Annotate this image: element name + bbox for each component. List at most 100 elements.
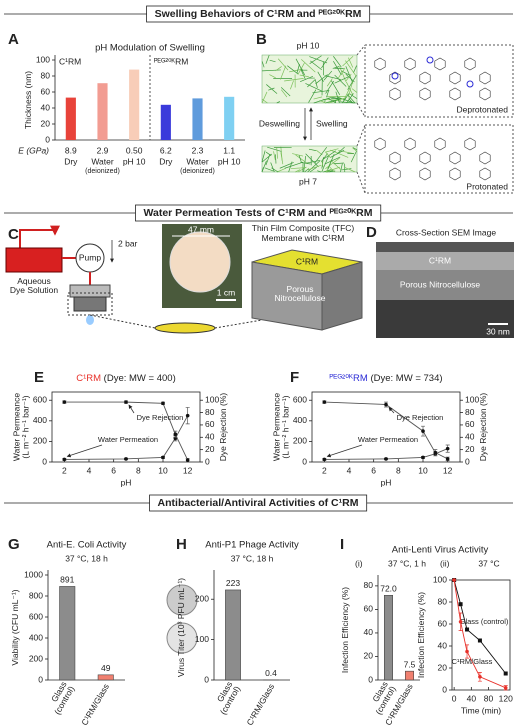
series-label: C¹RM/Glass (452, 657, 493, 666)
ring (464, 137, 476, 151)
connector (214, 319, 263, 329)
support-side (321, 261, 363, 331)
point (384, 402, 388, 407)
panel-letter: G (8, 536, 20, 553)
fiber (277, 58, 289, 71)
y-tick-label: 20 (41, 118, 51, 128)
panel-letter: B (256, 31, 267, 48)
fiber (280, 152, 284, 165)
fiber (270, 162, 275, 173)
fiber (309, 166, 318, 173)
fiber (304, 168, 309, 173)
x-tick-label: 10 (418, 465, 428, 475)
fiber (333, 60, 342, 76)
y2-tick-label: 20 (205, 444, 215, 454)
fiber (273, 151, 276, 160)
molecule (374, 137, 491, 181)
structure-box (364, 44, 514, 118)
ring (449, 151, 461, 165)
bar (97, 83, 108, 140)
fiber (261, 150, 266, 163)
fiber (326, 78, 333, 87)
annotation-arrow (128, 404, 135, 414)
section-box (146, 5, 371, 23)
title-part: (Dye: MW = 400) (101, 373, 176, 384)
y-tick-label: 40 (41, 102, 51, 112)
fiber (332, 66, 340, 69)
modulus-value: 1.1 (223, 145, 235, 155)
title-part: ᴾᴱᴳ²⁰ᴷRM (329, 373, 367, 384)
series-label: Dye Rejection (397, 413, 444, 422)
y-tick-label: 0 (442, 684, 447, 694)
fiber (309, 56, 328, 64)
ring (419, 87, 431, 101)
annotation-arrow (66, 444, 103, 458)
chart-subtitle: 37 °C, 18 h (231, 553, 274, 563)
point (433, 450, 438, 455)
ring (404, 137, 416, 151)
ring (464, 57, 476, 71)
fiber (352, 147, 358, 151)
label-line: Infection Efficiency (%) (340, 587, 350, 673)
layer-label: C¹RM (296, 256, 318, 266)
panel-letter: A (8, 31, 19, 48)
group-label: C¹RM (59, 56, 81, 66)
point (465, 627, 470, 632)
modulus-value: 2.9 (97, 145, 109, 155)
point (124, 457, 128, 461)
fiber (308, 89, 317, 103)
point (185, 413, 190, 418)
membrane-photo (169, 231, 231, 293)
y-tick-label: 400 (293, 415, 307, 425)
label-line: Dye Rejection (%) (478, 393, 488, 462)
chart-subtitle: 37 °C (478, 558, 499, 568)
point (62, 400, 67, 404)
panel-letter: C (8, 226, 19, 243)
y2-tick-label: 60 (205, 419, 215, 429)
fiber (276, 147, 278, 159)
layer-label: Porous Nitrocellulose (400, 279, 481, 289)
bar (129, 69, 140, 140)
x-tick-label: 12 (183, 465, 193, 475)
fiber (279, 162, 294, 169)
section-box (135, 204, 382, 222)
structure-box (364, 124, 514, 194)
label-line: C¹RM/Glass (79, 682, 111, 725)
y-tick-label: 60 (41, 86, 51, 96)
fiber (333, 56, 342, 68)
value-label: 7.5 (404, 659, 416, 669)
petri-dish (166, 622, 198, 654)
fiber (323, 70, 333, 81)
point (421, 429, 425, 433)
fiber (334, 74, 347, 87)
chart-title: Anti-Lenti Virus Activity (392, 545, 489, 556)
y2-tick-label: 60 (465, 419, 475, 429)
y-tick-label: 100 (36, 54, 50, 64)
value-label: 72.0 (380, 584, 397, 594)
panel-letter: I (340, 536, 344, 553)
y-tick-label: 40 (364, 627, 374, 637)
swollen-network (261, 54, 358, 104)
y-tick-label: 80 (364, 580, 374, 590)
y-axis-label: Virus Titer (10³ PFU mL⁻¹) (176, 578, 186, 677)
y-tick-label: 400 (33, 415, 47, 425)
fiber (344, 166, 356, 173)
chart-title: pH Modulation of Swelling (95, 43, 205, 54)
fiber (261, 98, 268, 104)
ring (434, 57, 446, 71)
fiber (271, 167, 279, 173)
chart-subtitle: 37 °C, 1 h (388, 558, 426, 568)
y-tick-label: 600 (293, 394, 307, 404)
plot-frame (451, 579, 511, 691)
ring (419, 151, 431, 165)
fiber (287, 65, 299, 75)
ring (389, 87, 401, 101)
fiber (341, 168, 352, 171)
fiber (276, 167, 286, 173)
substrate (376, 300, 514, 338)
fiber (317, 170, 322, 173)
fiber (327, 97, 336, 104)
x-tick-label: C¹RM/Glass (245, 682, 277, 725)
x-tick-label: 10 (158, 465, 168, 475)
y-tick-label: 200 (293, 436, 307, 446)
